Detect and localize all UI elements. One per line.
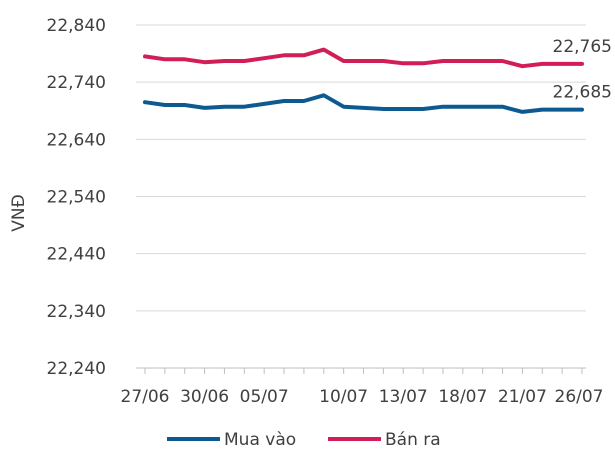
legend-label: Bán ra: [385, 430, 441, 450]
x-axis: [136, 368, 586, 374]
end-value-label: 22,685: [553, 83, 612, 103]
y-tick-label: 22,640: [47, 130, 106, 150]
x-tick-label: 13/07: [379, 387, 428, 407]
end-value-label: 22,765: [553, 37, 612, 57]
legend-item[interactable]: Mua vào: [167, 430, 296, 450]
legend[interactable]: Mua vào Bán ra: [167, 430, 441, 450]
series-line-0: [145, 95, 582, 112]
data-labels: 22,685 22,765: [553, 37, 612, 103]
series-line-1: [145, 50, 582, 67]
y-tick-label: 22,440: [47, 245, 106, 265]
series-lines: [145, 50, 582, 112]
legend-item[interactable]: Bán ra: [328, 430, 441, 450]
x-tick-label: 27/06: [121, 387, 170, 407]
x-tick-label: 18/07: [438, 387, 487, 407]
y-tick-label: 22,740: [47, 73, 106, 93]
y-tick-label: 22,540: [47, 188, 106, 208]
x-tick-label: 05/07: [240, 387, 289, 407]
x-tick-label: 26/07: [555, 387, 604, 407]
legend-label: Mua vào: [224, 430, 296, 450]
x-tick-label: 30/06: [180, 387, 229, 407]
x-tick-label: 21/07: [498, 387, 547, 407]
y-tick-label: 22,340: [47, 302, 106, 322]
y-tick-label: 22,240: [47, 359, 106, 379]
gridlines: [136, 25, 586, 311]
y-axis-title: VNĐ: [9, 194, 29, 232]
y-axis-tick-labels: 22,240 22,340 22,440 22,540 22,640 22,740 22,8…: [47, 16, 106, 379]
x-tick-label: 10/07: [319, 387, 368, 407]
x-axis-tick-labels: 27/06 30/06 05/07 10/07 13/07 18/07 21/07 26/07: [121, 387, 604, 407]
y-tick-label: 22,840: [47, 16, 106, 36]
